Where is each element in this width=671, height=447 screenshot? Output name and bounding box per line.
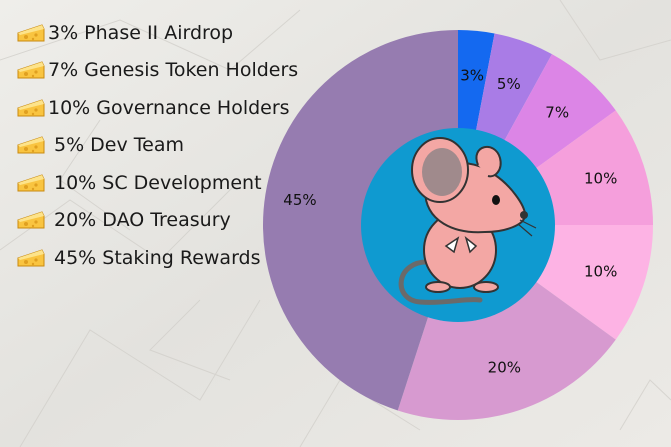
legend: 3% Phase II Airdrop 7% Genesis Token Hold…: [16, 14, 298, 277]
cheese-icon: [17, 136, 45, 154]
legend-label: 45% Staking Rewards: [54, 246, 261, 269]
cheese-icon: [17, 174, 45, 192]
mouse-icon: [398, 137, 537, 305]
legend-label: 10% Governance Holders: [48, 96, 290, 119]
slice: [263, 30, 458, 411]
legend-label: 7% Genesis Token Holders: [48, 59, 299, 82]
legend-item: 3% Phase II Airdrop: [16, 14, 298, 52]
slice-labels: 3% 5% 7% 10% 10% 20% 45%: [283, 67, 617, 377]
slice-label: 45%: [283, 191, 316, 209]
cheese-icon: [17, 211, 45, 229]
cheese-icon: [17, 61, 45, 79]
legend-label: 10% SC Development: [54, 171, 262, 194]
slice-label: 10%: [584, 262, 617, 280]
slice-label: 10%: [584, 170, 617, 188]
legend-label: 5% Dev Team: [54, 134, 185, 157]
slice-label: 5%: [497, 75, 521, 93]
legend-item: 20% DAO Treasury: [16, 202, 298, 240]
legend-item: 10% Governance Holders: [16, 89, 298, 127]
legend-item: 7% Genesis Token Holders: [16, 52, 298, 90]
legend-label: 3% Phase II Airdrop: [48, 21, 234, 44]
legend-item: 5% Dev Team: [16, 127, 298, 165]
cheese-icon: [17, 99, 45, 117]
cheese-icon: [17, 24, 45, 42]
legend-item: 10% SC Development: [16, 164, 298, 202]
slice-label: 20%: [488, 359, 521, 377]
slice-label: 3%: [460, 67, 484, 85]
legend-item: 45% Staking Rewards: [16, 239, 298, 277]
cheese-icon: [17, 249, 45, 267]
legend-label: 20% DAO Treasury: [54, 209, 231, 232]
slice-label: 7%: [545, 103, 569, 121]
